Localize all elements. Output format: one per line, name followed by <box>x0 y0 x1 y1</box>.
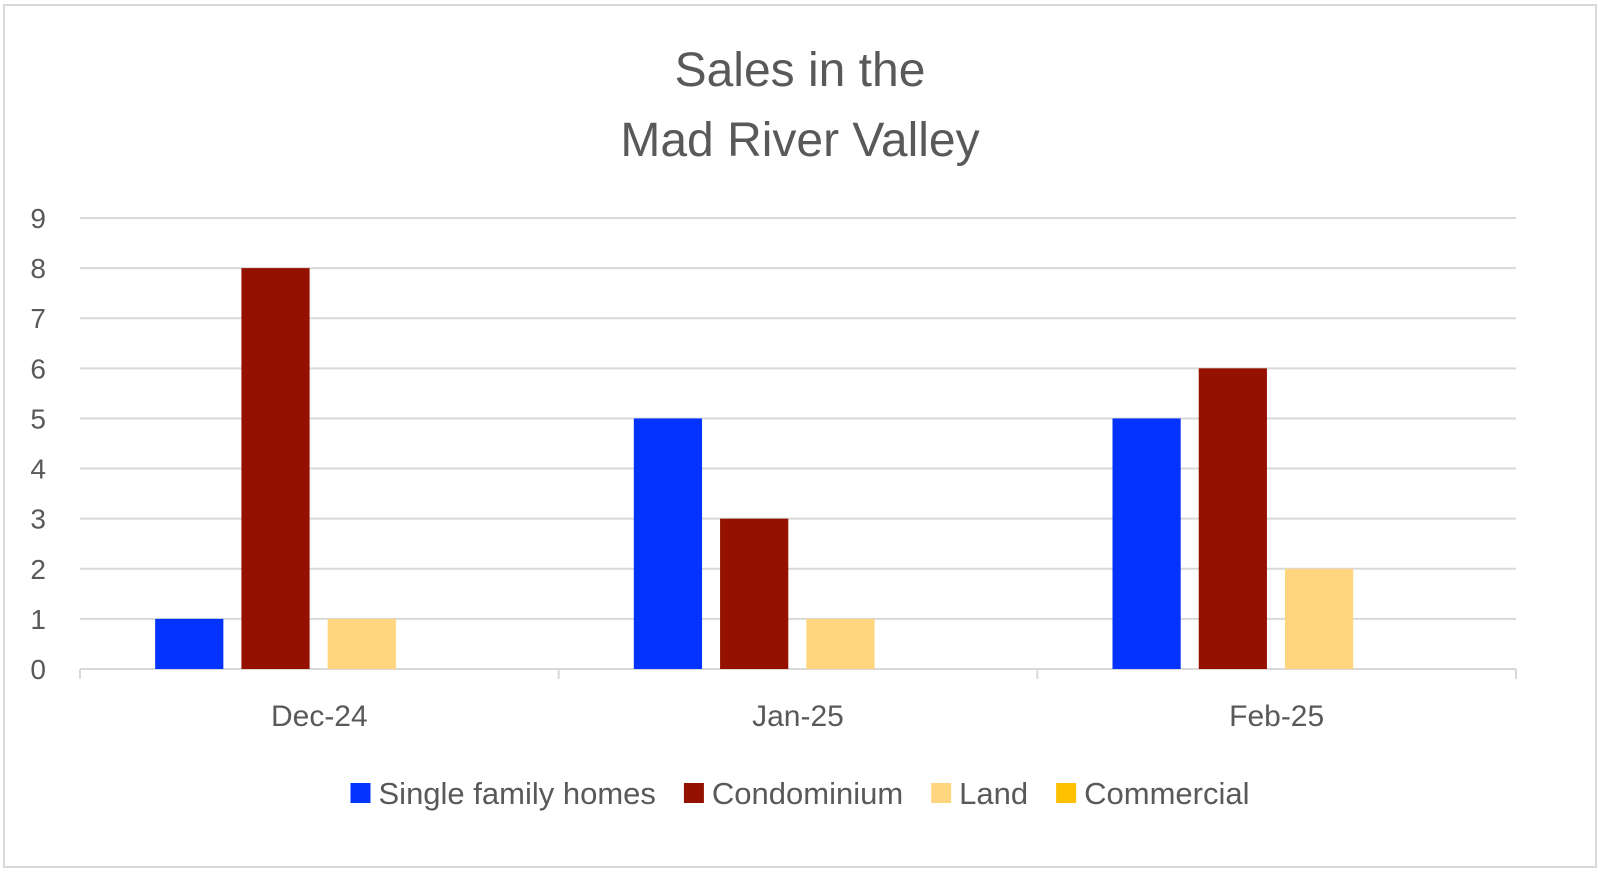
bar-single-family-homes-jan-25 <box>633 418 703 669</box>
legend: Single family homes Condominium Land Commer… <box>350 776 1250 811</box>
legend-label-land: Land <box>959 776 1028 811</box>
chart-title-line-1: Sales in the <box>675 44 926 97</box>
bar-condominium-dec-24 <box>241 268 310 669</box>
legend-swatch-land <box>931 783 952 803</box>
y-tick-label: 8 <box>30 253 46 284</box>
legend-label-commercial: Commercial <box>1084 776 1249 811</box>
bar-land-dec-24 <box>327 618 396 669</box>
gridlines <box>80 217 1516 620</box>
y-tick-label: 7 <box>30 303 46 334</box>
bar-single-family-homes-dec-24 <box>155 618 224 669</box>
x-axis <box>79 668 1517 679</box>
bars <box>155 268 1354 669</box>
y-tick-label: 1 <box>30 604 46 635</box>
y-tick-label: 9 <box>30 203 46 234</box>
bar-land-jan-25 <box>806 618 875 669</box>
y-tick-label: 4 <box>30 454 46 485</box>
x-category-label: Jan-25 <box>752 700 844 733</box>
y-tick-label: 2 <box>30 554 46 585</box>
legend-swatch-single-family-homes <box>350 783 371 803</box>
x-category-label: Feb-25 <box>1229 700 1324 733</box>
bar-condominium-jan-25 <box>720 518 789 669</box>
y-tick-label: 3 <box>30 504 46 535</box>
y-tick-label: 6 <box>30 353 46 384</box>
axis-labels: 0 1 2 3 4 5 6 7 8 9 Dec-24 Jan-25 Feb-25 <box>30 203 1324 733</box>
legend-label-single-family-homes: Single family homes <box>379 776 656 811</box>
legend-label-condominium: Condominium <box>712 776 903 811</box>
bar-condominium-feb-25 <box>1198 368 1267 669</box>
y-tick-label: 0 <box>30 654 46 685</box>
bar-land-feb-25 <box>1284 568 1354 669</box>
legend-swatch-condominium <box>683 783 704 803</box>
x-category-label: Dec-24 <box>271 700 368 733</box>
y-tick-label: 5 <box>30 403 46 434</box>
legend-swatch-commercial <box>1056 783 1077 803</box>
chart-title-line-2: Mad River Valley <box>620 114 979 167</box>
bar-single-family-homes-feb-25 <box>1112 418 1181 669</box>
